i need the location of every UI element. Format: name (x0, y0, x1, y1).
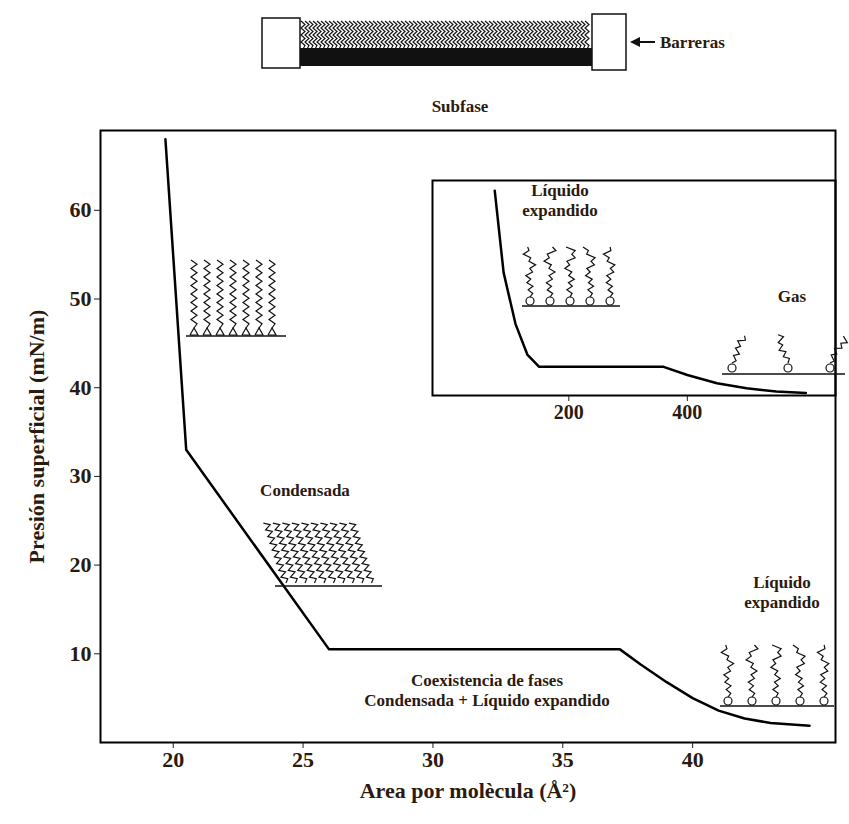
svg-text:30: 30 (422, 747, 444, 772)
svg-text:60: 60 (70, 197, 92, 222)
svg-text:20: 20 (70, 552, 92, 577)
svg-text:Líquidoexpandido: Líquidoexpandido (522, 181, 598, 220)
svg-text:Area por molècula (Å²): Area por molècula (Å²) (360, 778, 577, 803)
svg-text:Subfase: Subfase (432, 97, 489, 116)
svg-text:35: 35 (552, 747, 574, 772)
svg-text:25: 25 (292, 747, 314, 772)
svg-text:20: 20 (162, 747, 184, 772)
svg-text:Coexistencia de fasesCondensad: Coexistencia de fasesCondensada + Líquid… (364, 671, 609, 710)
svg-text:40: 40 (70, 375, 92, 400)
svg-text:50: 50 (70, 286, 92, 311)
svg-text:30: 30 (70, 463, 92, 488)
svg-text:400: 400 (672, 401, 702, 423)
svg-text:Gas: Gas (778, 287, 807, 306)
svg-text:40: 40 (682, 747, 704, 772)
svg-text:10: 10 (70, 641, 92, 666)
svg-text:Condensada: Condensada (260, 481, 350, 500)
svg-text:Líquidoexpandido: Líquidoexpandido (744, 573, 820, 612)
svg-text:Presión superficial (mN/m): Presión superficial (mN/m) (24, 310, 49, 564)
svg-text:Barreras: Barreras (660, 33, 725, 52)
svg-text:200: 200 (554, 401, 584, 423)
